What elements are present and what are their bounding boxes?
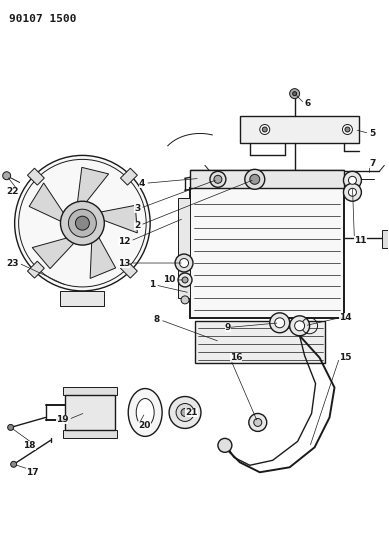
Circle shape bbox=[210, 171, 226, 187]
Text: 12: 12 bbox=[118, 237, 130, 246]
Bar bbox=[28, 168, 44, 185]
Circle shape bbox=[290, 316, 310, 336]
Polygon shape bbox=[99, 205, 137, 233]
Circle shape bbox=[214, 175, 222, 183]
Circle shape bbox=[60, 201, 104, 245]
Text: 22: 22 bbox=[6, 187, 19, 196]
Circle shape bbox=[181, 296, 189, 304]
Circle shape bbox=[294, 321, 305, 331]
Text: 4: 4 bbox=[139, 179, 145, 188]
Circle shape bbox=[254, 418, 262, 426]
Polygon shape bbox=[32, 238, 75, 269]
Circle shape bbox=[349, 176, 356, 184]
Circle shape bbox=[180, 259, 189, 268]
Text: 90107 1500: 90107 1500 bbox=[9, 14, 76, 24]
Text: 16: 16 bbox=[230, 353, 242, 362]
Bar bbox=[240, 116, 359, 143]
Circle shape bbox=[249, 414, 267, 431]
Text: 20: 20 bbox=[138, 421, 151, 430]
Bar bbox=[190, 171, 345, 188]
Circle shape bbox=[175, 254, 193, 272]
Bar bbox=[63, 431, 117, 438]
Circle shape bbox=[262, 127, 267, 132]
Text: 21: 21 bbox=[185, 408, 198, 417]
Circle shape bbox=[218, 438, 232, 453]
Text: 2: 2 bbox=[134, 221, 140, 230]
Circle shape bbox=[343, 183, 361, 201]
Circle shape bbox=[75, 216, 89, 230]
Text: 5: 5 bbox=[370, 129, 376, 138]
Circle shape bbox=[178, 273, 192, 287]
Circle shape bbox=[169, 397, 201, 429]
Text: 9: 9 bbox=[225, 324, 231, 332]
Text: 13: 13 bbox=[118, 259, 130, 268]
Circle shape bbox=[68, 209, 96, 237]
Polygon shape bbox=[29, 183, 65, 222]
Bar bbox=[195, 321, 324, 362]
Ellipse shape bbox=[128, 389, 162, 437]
Text: 10: 10 bbox=[163, 276, 175, 285]
Circle shape bbox=[293, 92, 297, 95]
Circle shape bbox=[15, 156, 150, 291]
Bar bbox=[63, 386, 117, 394]
Text: 1: 1 bbox=[149, 280, 155, 289]
Text: 19: 19 bbox=[56, 415, 68, 424]
Bar bbox=[60, 291, 104, 306]
Circle shape bbox=[342, 125, 352, 134]
Circle shape bbox=[245, 169, 265, 189]
Circle shape bbox=[345, 127, 350, 132]
Circle shape bbox=[349, 188, 356, 196]
Circle shape bbox=[250, 174, 260, 184]
Bar bbox=[178, 198, 190, 298]
Circle shape bbox=[181, 408, 189, 416]
Text: 15: 15 bbox=[340, 353, 352, 362]
Bar bbox=[121, 168, 137, 185]
Circle shape bbox=[11, 461, 17, 467]
Text: 18: 18 bbox=[23, 441, 35, 450]
Circle shape bbox=[3, 172, 11, 180]
Text: 3: 3 bbox=[134, 204, 140, 213]
Circle shape bbox=[8, 424, 14, 431]
Text: 23: 23 bbox=[6, 259, 19, 268]
Text: 17: 17 bbox=[26, 468, 39, 477]
Bar bbox=[121, 261, 137, 278]
Text: 6: 6 bbox=[305, 99, 311, 108]
Bar bbox=[28, 261, 44, 278]
Text: 11: 11 bbox=[354, 236, 367, 245]
Polygon shape bbox=[77, 167, 109, 204]
Circle shape bbox=[270, 313, 290, 333]
Circle shape bbox=[260, 125, 270, 134]
Circle shape bbox=[176, 403, 194, 422]
Circle shape bbox=[275, 318, 285, 328]
Bar bbox=[65, 394, 115, 431]
Text: 14: 14 bbox=[340, 313, 352, 322]
Circle shape bbox=[343, 171, 361, 189]
Circle shape bbox=[182, 277, 188, 283]
Bar bbox=[190, 188, 345, 318]
Circle shape bbox=[290, 88, 300, 99]
Bar bbox=[382, 230, 389, 248]
Polygon shape bbox=[90, 236, 116, 278]
Text: 8: 8 bbox=[154, 316, 160, 324]
Ellipse shape bbox=[136, 399, 154, 426]
Text: 7: 7 bbox=[370, 159, 376, 168]
